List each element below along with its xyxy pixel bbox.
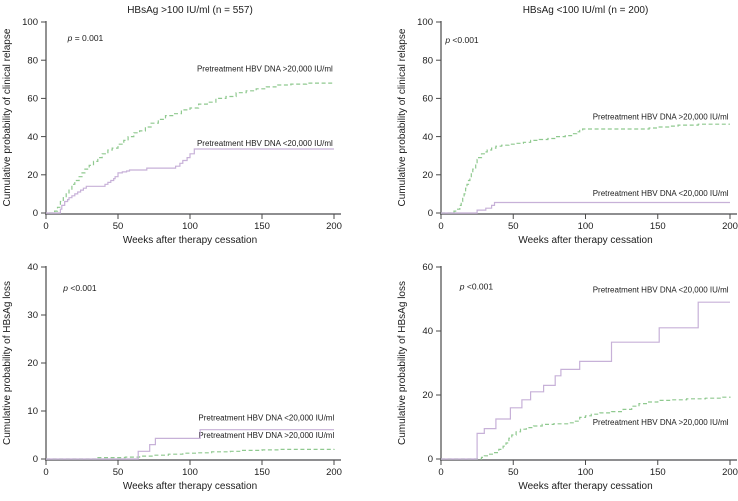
x-tick-label: 50 <box>508 221 519 232</box>
panel-hbsag-loss-hbsag-low: 0 20 40 60 0 50 100 150 200 Cumulative probabilit… <box>369 248 738 496</box>
series-curve <box>441 201 730 214</box>
x-tick-label: 50 <box>508 467 519 478</box>
x-tick-label: 100 <box>182 221 198 232</box>
y-axis-label: Cumulative probability of HBsAg loss <box>2 281 13 445</box>
x-tick-label: 200 <box>722 221 738 232</box>
series-label: Pretreatment HBV DNA >20,000 IU/ml <box>197 65 333 74</box>
panel-clinical-relapse-hbsag-low: 0 20 40 60 80 100 0 50 100 150 200 HBsAg <100 IU/ml… <box>369 0 738 248</box>
x-tick-label: 150 <box>254 467 270 478</box>
y-tick-label: 0 <box>33 208 38 219</box>
x-tick-label: 100 <box>578 221 594 232</box>
x-tick-label: 0 <box>438 467 443 478</box>
series-label: Pretreatment HBV DNA <20,000 IU/ml <box>593 189 729 198</box>
y-tick-label: 0 <box>428 454 433 465</box>
y-tick-label: 30 <box>27 310 38 321</box>
y-tick-label: 60 <box>27 94 38 105</box>
x-tick-label: 50 <box>113 467 124 478</box>
y-tick-label: 0 <box>33 454 38 465</box>
series-label: Pretreatment HBV DNA >20,000 IU/ml <box>593 112 729 121</box>
y-tick-label: 0 <box>428 208 433 219</box>
y-tick-label: 20 <box>27 358 38 369</box>
y-tick-label: 60 <box>422 94 433 105</box>
series-label: Pretreatment HBV DNA <20,000 IU/ml <box>197 139 333 148</box>
x-axis-label: Weeks after therapy cessation <box>518 481 652 492</box>
series-label: Pretreatment HBV DNA <20,000 IU/ml <box>198 414 334 423</box>
y-tick-label: 40 <box>27 262 38 273</box>
x-tick-label: 200 <box>326 467 342 478</box>
x-tick-label: 200 <box>326 221 342 232</box>
y-tick-label: 40 <box>422 132 433 143</box>
x-tick-label: 150 <box>254 221 270 232</box>
p-value-label: p <0.001 <box>62 283 97 293</box>
panel-hbsag-loss-hbsag-high: 0 10 20 30 40 0 50 100 150 200 Cumulative probabil… <box>0 248 369 496</box>
series-curve <box>441 301 730 460</box>
x-tick-label: 50 <box>113 221 124 232</box>
y-tick-label: 100 <box>417 17 433 28</box>
y-tick-label: 100 <box>22 17 38 28</box>
p-value-label: p <0.001 <box>459 281 494 291</box>
y-tick-label: 80 <box>422 55 433 66</box>
y-tick-label: 40 <box>422 326 433 337</box>
y-axis-label: Cumulative probability of clinical relap… <box>397 28 408 206</box>
series-curve <box>48 82 335 214</box>
x-tick-label: 100 <box>578 467 594 478</box>
series-label: Pretreatment HBV DNA >20,000 IU/ml <box>593 418 729 427</box>
series-label: Pretreatment HBV DNA >20,000 IU/ml <box>198 431 334 440</box>
series-curve <box>441 396 731 460</box>
y-tick-label: 80 <box>27 55 38 66</box>
y-tick-label: 10 <box>27 406 38 417</box>
x-axis-label: Weeks after therapy cessation <box>518 235 652 246</box>
series-label: Pretreatment HBV DNA <20,000 IU/ml <box>593 286 729 295</box>
y-axis-label: Cumulative probability of clinical relap… <box>2 28 13 206</box>
x-tick-label: 150 <box>650 221 666 232</box>
series-curve <box>46 429 334 460</box>
panel-clinical-relapse-hbsag-high: 0 20 40 60 80 100 0 50 100 150 200 HBsAg >100 IU/ml… <box>0 0 369 248</box>
x-axis-label: Weeks after therapy cessation <box>123 235 257 246</box>
x-axis-label: Weeks after therapy cessation <box>123 481 257 492</box>
y-axis-label: Cumulative probability of HBsAg loss <box>397 281 408 445</box>
y-tick-label: 20 <box>27 170 38 181</box>
p-value-label: p <0.001 <box>444 35 479 45</box>
chart-clinical-relapse-hbsag-high: 0 20 40 60 80 100 0 50 100 150 200 HBsAg >100 IU/ml… <box>2 5 342 246</box>
x-tick-label: 100 <box>182 467 198 478</box>
chart-clinical-relapse-hbsag-low: 0 20 40 60 80 100 0 50 100 150 200 HBsAg <100 IU/ml… <box>397 5 738 246</box>
x-tick-label: 150 <box>650 467 666 478</box>
series-curve <box>46 448 335 460</box>
chart-hbsag-loss-hbsag-low: 0 20 40 60 0 50 100 150 200 Cumulative probabilit… <box>397 262 738 492</box>
x-tick-label: 0 <box>43 467 48 478</box>
y-tick-label: 40 <box>27 132 38 143</box>
series-curve <box>46 148 334 214</box>
x-tick-label: 200 <box>722 467 738 478</box>
chart-hbsag-loss-hbsag-high: 0 10 20 30 40 0 50 100 150 200 Cumulative probabil… <box>2 262 342 492</box>
x-tick-label: 0 <box>438 221 443 232</box>
chart-title: HBsAg >100 IU/ml (n = 557) <box>127 5 253 16</box>
chart-title: HBsAg <100 IU/ml (n = 200) <box>523 5 649 16</box>
x-tick-label: 0 <box>43 221 48 232</box>
y-tick-label: 20 <box>422 170 433 181</box>
y-tick-label: 20 <box>422 390 433 401</box>
y-tick-label: 60 <box>422 262 433 273</box>
p-value-label: p = 0.001 <box>67 33 104 43</box>
series-curve <box>441 123 730 214</box>
